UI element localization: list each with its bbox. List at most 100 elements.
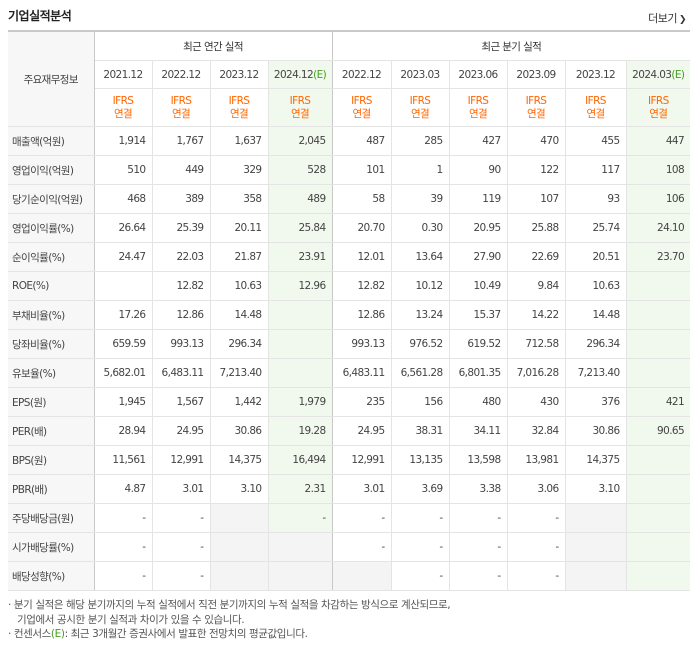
- table-row: ROE(%) 12.82 10.63 12.96 12.82 10.12 10.49 9.84…: [8, 271, 691, 301]
- row-label: PER(배): [8, 416, 95, 446]
- table-cell: 7,016.28: [507, 358, 566, 388]
- table-cell: [268, 561, 333, 591]
- table-cell: 329: [210, 155, 269, 185]
- table-cell: 93: [565, 184, 627, 214]
- period-annual-2024-12: 2024.12(E): [268, 60, 333, 89]
- table-row: 당기순이익(억원) 468 389 358 489 58 39 119 107 93 106: [8, 184, 691, 214]
- row-label: 영업이익(억원): [8, 155, 95, 185]
- table-cell: 24.95: [152, 416, 211, 446]
- table-cell: 6,483.11: [332, 358, 392, 388]
- table-cell: 9.84: [507, 271, 566, 301]
- table-cell: -: [94, 532, 153, 562]
- table-cell: 993.13: [152, 329, 211, 359]
- table-cell: -: [507, 503, 566, 533]
- chevron-right-icon: ❯: [678, 15, 687, 25]
- estimate-mark: (E): [313, 68, 327, 81]
- table-cell: 3.10: [210, 474, 269, 504]
- table-cell: 1,945: [94, 387, 153, 417]
- table-cell: 0.30: [391, 213, 450, 243]
- table-cell: 1: [391, 155, 450, 185]
- period-header-row: 2021.12 2022.12 2023.12 2024.12(E) 2022.12 20…: [8, 60, 691, 89]
- table-row: 주당배당금(원) - - - - - - -: [8, 503, 691, 533]
- ifrs-consolidated: 연결: [586, 107, 605, 120]
- table-cell: 15.37: [449, 300, 508, 330]
- table-cell: [268, 300, 333, 330]
- period-quarter-2023-12: 2023.12: [565, 60, 627, 89]
- row-label: 유보율(%): [8, 358, 95, 388]
- ifrs-standard: IFRS: [289, 94, 311, 107]
- ifrs-header-row: IFRS 연결 IFRS 연결 IFRS 연결 IFRS 연결 IFRS 연결 IFRS 연결 IFRS…: [8, 88, 691, 127]
- table-cell: [268, 532, 333, 562]
- table-cell: 7,213.40: [210, 358, 269, 388]
- table-cell: 5,682.01: [94, 358, 153, 388]
- table-cell: 30.86: [210, 416, 269, 446]
- footnote-consensus-text: : 최근 3개월간 증권사에서 발표한 전망치의 평균값입니다.: [64, 628, 308, 640]
- more-label: 더보기: [648, 12, 677, 25]
- table-cell: 3.10: [565, 474, 627, 504]
- ifrs-label: IFRS 연결: [565, 88, 627, 127]
- table-cell: 28.94: [94, 416, 153, 446]
- table-cell: [210, 503, 269, 533]
- ifrs-label: IFRS 연결: [391, 88, 450, 127]
- table-cell: 14.48: [565, 300, 627, 330]
- ifrs-label: IFRS 연결: [210, 88, 269, 127]
- table-cell: [626, 358, 691, 388]
- table-cell: 39: [391, 184, 450, 214]
- table-cell: 34.11: [449, 416, 508, 446]
- table-cell: -: [268, 503, 333, 533]
- row-label: 부채비율(%): [8, 300, 95, 330]
- table-cell: 10.12: [391, 271, 450, 301]
- more-link[interactable]: 더보기 ❯: [648, 10, 686, 26]
- ifrs-consolidated: 연결: [468, 107, 488, 120]
- table-cell: 1,637: [210, 126, 269, 156]
- table-cell: -: [94, 561, 153, 591]
- row-label: BPS(원): [8, 445, 95, 475]
- table-cell: 122: [507, 155, 566, 185]
- table-cell: [268, 329, 333, 359]
- table-cell: 285: [391, 126, 450, 156]
- period-quarter-2024-03: 2024.03(E): [626, 60, 691, 89]
- ifrs-consolidated: 연결: [229, 107, 249, 120]
- table-cell: 10.63: [210, 271, 269, 301]
- ifrs-label: IFRS 연결: [94, 88, 153, 127]
- table-row: 배당성향(%) - - - - -: [8, 561, 691, 591]
- table-cell: 12,991: [332, 445, 392, 475]
- table-cell: 101: [332, 155, 392, 185]
- table-cell: -: [152, 503, 211, 533]
- table-cell: -: [391, 503, 450, 533]
- ifrs-label: IFRS 연결: [332, 88, 392, 127]
- table-cell: 619.52: [449, 329, 508, 359]
- group-annual-header: 최근 연간 실적: [94, 30, 333, 61]
- ifrs-consolidated: 연결: [352, 107, 371, 120]
- table-cell: 389: [152, 184, 211, 214]
- table-row: 매출액(억원) 1,914 1,767 1,637 2,045 487 285 427 470 4…: [8, 126, 691, 156]
- table-cell: 12.82: [152, 271, 211, 301]
- table-cell: 13.64: [391, 242, 450, 272]
- ifrs-standard: IFRS: [525, 94, 547, 107]
- table-cell: 16,494: [268, 445, 333, 475]
- period-label: 2022.12: [161, 68, 201, 81]
- table-cell: 470: [507, 126, 566, 156]
- table-cell: [626, 271, 691, 301]
- table-cell: 25.88: [507, 213, 566, 243]
- table-row: 당좌비율(%) 659.59 993.13 296.34 993.13 976.52 619…: [8, 329, 691, 359]
- table-cell: 27.90: [449, 242, 508, 272]
- table-cell: 2,045: [268, 126, 333, 156]
- table-cell: 14,375: [565, 445, 627, 475]
- table-row: 영업이익률(%) 26.64 25.39 20.11 25.84 20.70 0.30 20.…: [8, 213, 691, 243]
- table-cell: [626, 532, 691, 562]
- table-cell: 17.26: [94, 300, 153, 330]
- table-cell: 430: [507, 387, 566, 417]
- financial-table-body: 매출액(억원) 1,914 1,767 1,637 2,045 487 285 427 470 4…: [8, 126, 691, 591]
- footnote-line-2: 기업에서 공시한 분기 실적과 차이가 있을 수 있습니다.: [17, 613, 245, 626]
- table-cell: 1,567: [152, 387, 211, 417]
- ifrs-consolidated: 연결: [410, 107, 430, 120]
- table-cell: 108: [626, 155, 691, 185]
- period-label: 2024.12: [273, 68, 314, 81]
- table-cell: 1,914: [94, 126, 153, 156]
- financial-table: 주요재무정보 최근 연간 실적 최근 분기 실적 2021.12 2022.12 2…: [8, 30, 691, 591]
- row-label: 당좌비율(%): [8, 329, 95, 359]
- table-cell: 38.31: [391, 416, 450, 446]
- row-label: 시가배당률(%): [8, 532, 95, 562]
- table-cell: 358: [210, 184, 269, 214]
